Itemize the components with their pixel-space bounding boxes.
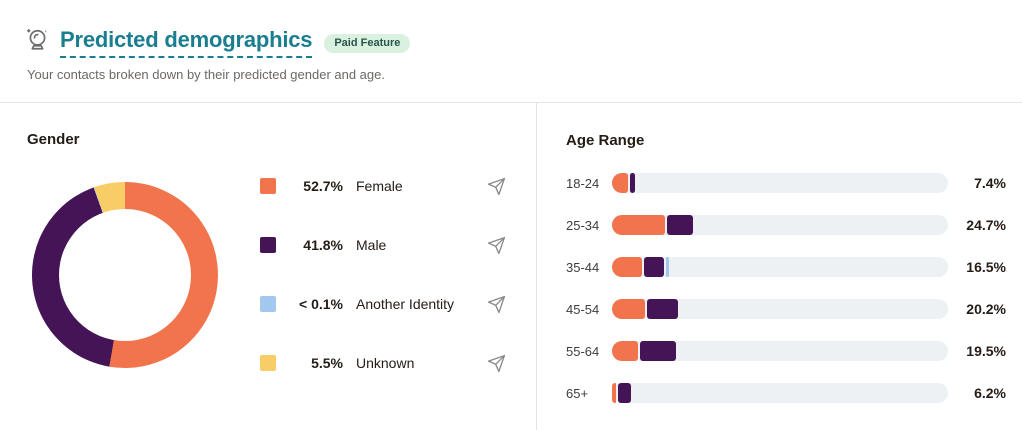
crystal-ball-icon xyxy=(24,26,51,58)
paid-feature-badge: Paid Feature xyxy=(324,33,411,53)
age-label: 65+ xyxy=(566,385,589,401)
age-bar-segment-male xyxy=(667,215,693,235)
age-bar-segment-female xyxy=(612,257,642,277)
age-percent: 6.2% xyxy=(974,385,1006,401)
legend-row: 5.5% Unknown xyxy=(260,351,508,375)
age-label: 35-44 xyxy=(566,259,600,275)
age-label: 45-54 xyxy=(566,301,600,317)
age-bar-track xyxy=(612,383,948,403)
age-percent: 24.7% xyxy=(966,217,1006,233)
legend-percent: 52.7% xyxy=(303,178,343,194)
age-bar-segment-male xyxy=(646,299,678,319)
age-bar-segment-female xyxy=(612,383,616,403)
age-row: 45-54 20.2% xyxy=(566,299,1006,319)
age-row: 65+ 6.2% xyxy=(566,383,1006,403)
send-segment-button[interactable] xyxy=(484,233,508,257)
page-subtitle: Your contacts broken down by their predi… xyxy=(27,67,385,82)
legend-label: Another Identity xyxy=(356,296,455,312)
age-bar-track xyxy=(612,341,948,361)
age-label: 25-34 xyxy=(566,217,600,233)
legend-percent: < 0.1% xyxy=(299,296,343,312)
age-percent: 16.5% xyxy=(966,259,1006,275)
age-bar-segment-female xyxy=(612,215,666,235)
send-icon xyxy=(487,354,505,372)
age-row: 18-24 7.4% xyxy=(566,173,1006,193)
age-bar-segment-female xyxy=(612,341,638,361)
age-bar-segment-male xyxy=(639,341,676,361)
legend-label: Male xyxy=(356,237,387,253)
age-row: 35-44 16.5% xyxy=(566,257,1006,277)
send-segment-button[interactable] xyxy=(484,174,508,198)
age-percent: 7.4% xyxy=(974,175,1006,191)
send-icon xyxy=(487,295,505,313)
age-bar-segment-male xyxy=(629,173,635,193)
age-percent: 19.5% xyxy=(966,343,1006,359)
legend-percent: 41.8% xyxy=(303,237,343,253)
legend-percent: 5.5% xyxy=(311,355,343,371)
age-bar-segment-female xyxy=(612,173,628,193)
age-label: 18-24 xyxy=(566,175,600,191)
age-section: Age Range 18-24 7.4% 25-34 24.7% 35-44 1… xyxy=(537,103,1022,430)
legend-swatch xyxy=(260,178,276,194)
legend-row: 41.8% Male xyxy=(260,233,508,257)
header: Predicted demographics Paid Feature Your… xyxy=(0,0,1022,103)
age-row: 55-64 19.5% xyxy=(566,341,1006,361)
send-segment-button[interactable] xyxy=(484,292,508,316)
send-icon xyxy=(487,177,505,195)
legend-swatch xyxy=(260,355,276,371)
legend-row: < 0.1% Another Identity xyxy=(260,292,508,316)
donut-hole xyxy=(59,208,191,341)
legend-swatch xyxy=(260,296,276,312)
age-percent: 20.2% xyxy=(966,301,1006,317)
gender-donut-chart xyxy=(32,181,218,368)
age-bar-segment-male xyxy=(617,383,631,403)
gender-section: Gender 52.7% Female 41.8% Male xyxy=(0,103,537,430)
age-bar-segment-another_identity xyxy=(665,257,669,277)
age-bar-track xyxy=(612,257,948,277)
legend-label: Unknown xyxy=(356,355,415,371)
age-bar-track xyxy=(612,173,948,193)
legend-row: 52.7% Female xyxy=(260,174,508,198)
legend-label: Female xyxy=(356,178,403,194)
legend-swatch xyxy=(260,237,276,253)
send-segment-button[interactable] xyxy=(484,351,508,375)
page-title[interactable]: Predicted demographics xyxy=(60,28,313,58)
age-heading: Age Range xyxy=(566,132,645,149)
age-bar-segment-female xyxy=(612,299,645,319)
send-icon xyxy=(487,236,505,254)
gender-legend: 52.7% Female 41.8% Male < 0.1% Another I… xyxy=(260,174,508,375)
age-bar-track xyxy=(612,215,948,235)
age-range-chart: 18-24 7.4% 25-34 24.7% 35-44 16.5% 45-54… xyxy=(566,173,1006,403)
age-label: 55-64 xyxy=(566,343,600,359)
age-bar-track xyxy=(612,299,948,319)
age-row: 25-34 24.7% xyxy=(566,215,1006,235)
age-bar-segment-male xyxy=(643,257,664,277)
gender-heading: Gender xyxy=(27,131,80,148)
